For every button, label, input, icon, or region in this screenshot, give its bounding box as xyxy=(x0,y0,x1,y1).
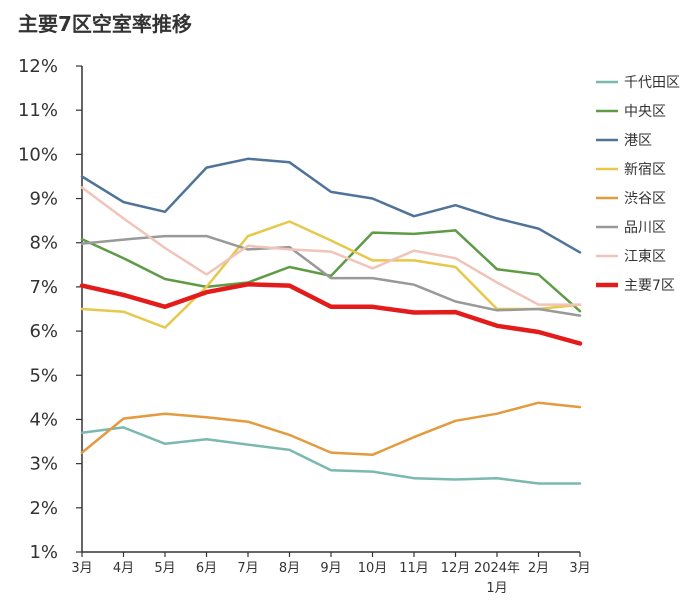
y-tick-label: 6% xyxy=(29,321,58,342)
x-tick-label: 7月 xyxy=(237,561,258,576)
y-axis-ticks: 1% 2% 3% 4% 5% 6% 7% 8% 9% 10% 11% 12% xyxy=(18,56,82,563)
legend-label: 主要7区 xyxy=(624,278,675,294)
series-line-中央区 xyxy=(80,229,582,313)
series-lines xyxy=(79,157,583,485)
series-line-主要7区 xyxy=(79,282,583,346)
series-line-港区 xyxy=(80,157,582,254)
x-tick-label: 10月 xyxy=(358,561,388,576)
x-axis-ticks: 3月 4月 5月 6月 7月 8月 9月 10月 11月 12月 2024年 1月 2月 3月 xyxy=(71,552,591,596)
x-tick-label: 2月 xyxy=(528,561,549,576)
y-tick-label: 11% xyxy=(18,100,58,121)
x-tick-label: 6月 xyxy=(196,561,217,576)
x-tick-label: 3月 xyxy=(569,561,590,576)
legend-label: 新宿区 xyxy=(624,161,666,178)
x-tick-label-line2: 1月 xyxy=(486,581,507,596)
legend-label: 中央区 xyxy=(624,104,666,120)
y-tick-label: 3% xyxy=(29,454,58,475)
y-tick-label: 8% xyxy=(29,233,58,254)
legend-label: 港区 xyxy=(624,133,652,149)
series-line-千代田区 xyxy=(80,426,582,485)
x-tick-label: 8月 xyxy=(279,561,300,576)
legend-label: 千代田区 xyxy=(624,75,680,91)
series-line-江東区 xyxy=(80,186,582,306)
legend-label: 品川区 xyxy=(624,220,666,236)
y-tick-label: 7% xyxy=(29,277,58,298)
y-tick-label: 12% xyxy=(18,56,58,77)
y-tick-label: 10% xyxy=(18,144,58,165)
legend-label: 江東区 xyxy=(624,249,666,265)
x-tick-label: 2024年 xyxy=(474,561,520,576)
y-tick-label: 5% xyxy=(29,365,58,386)
series-line-渋谷区 xyxy=(80,401,582,457)
x-tick-label: 5月 xyxy=(154,561,175,576)
x-tick-label: 12月 xyxy=(441,561,471,576)
y-tick-label: 1% xyxy=(29,542,58,563)
x-tick-label: 11月 xyxy=(399,561,429,576)
chart-title: 主要7区空室率推移 xyxy=(18,12,192,36)
y-tick-label: 4% xyxy=(29,409,58,430)
legend-label: 渋谷区 xyxy=(624,191,666,207)
series-line-新宿区 xyxy=(80,220,582,329)
y-tick-label: 2% xyxy=(29,498,58,519)
x-tick-label: 4月 xyxy=(113,561,134,576)
y-tick-label: 9% xyxy=(29,189,58,210)
x-tick-label: 3月 xyxy=(71,561,92,576)
series-line-品川区 xyxy=(80,234,582,317)
x-tick-label: 9月 xyxy=(320,561,341,576)
